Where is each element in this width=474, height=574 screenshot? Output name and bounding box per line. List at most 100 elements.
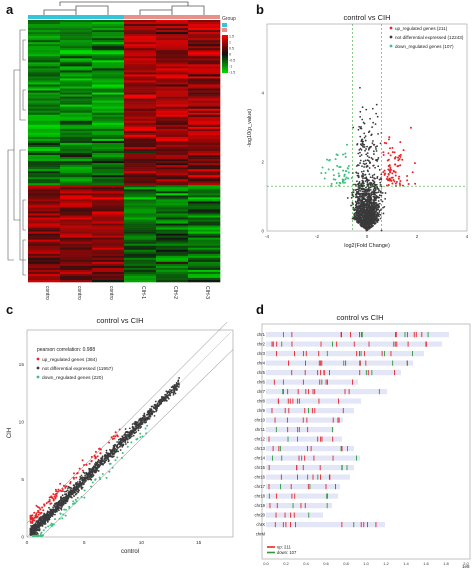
- heatmap-cell: [60, 271, 93, 275]
- down-gene-mark: [360, 351, 362, 357]
- heatmap-cell: [28, 151, 61, 154]
- point-not-differential: [116, 445, 119, 448]
- point-not-differential: [376, 175, 379, 178]
- point-not-differential: [52, 508, 55, 511]
- legend-label: down_regulated genes (220): [42, 375, 103, 381]
- heatmap-cell: [124, 114, 157, 118]
- heatmap-cell: [92, 277, 125, 281]
- heatmap-cell: [124, 122, 157, 126]
- heatmap-cell: [156, 58, 189, 61]
- point-not-differential: [76, 484, 78, 487]
- point-not-differential: [57, 504, 60, 507]
- point-not-differential: [70, 495, 73, 498]
- heatmap-cell: [60, 112, 93, 116]
- point-not-differential: [372, 121, 375, 124]
- point-not-differential: [352, 206, 355, 209]
- heatmap-cell: [188, 211, 221, 214]
- heatmap-cell: [28, 155, 61, 158]
- chromosome-distribution: control vs CIH chr1chr2chr3chr4chr5chr6c…: [255, 313, 471, 569]
- heatmap-cell: [28, 273, 61, 277]
- heatmap-cell: [188, 70, 221, 73]
- point-not-differential: [133, 423, 136, 426]
- heatmap-cell: [60, 275, 93, 279]
- point-not-differential: [366, 152, 369, 155]
- chromosome-bar: [266, 417, 343, 423]
- heatmap-cell: [92, 98, 125, 101]
- point-not-differential: [371, 176, 374, 179]
- point-not-differential: [39, 517, 42, 520]
- heatmap-cell: [156, 76, 189, 79]
- point-not-differential: [38, 526, 41, 529]
- point-not-differential: [151, 412, 154, 415]
- point-not-differential: [373, 173, 376, 176]
- point-down-regulated: [146, 424, 149, 427]
- heatmap-cell: [188, 78, 221, 81]
- point-not-differential: [372, 150, 375, 153]
- heatmap-cell: [60, 241, 93, 245]
- heatmap-cell: [188, 191, 221, 194]
- point-not-differential: [366, 183, 369, 186]
- heatmap-cell: [92, 223, 125, 226]
- heatmap-cell: [92, 195, 125, 198]
- heatmap-cell: [28, 259, 61, 263]
- point-up-regulated: [399, 184, 402, 187]
- heatmap-cell: [188, 112, 221, 116]
- point-not-differential: [360, 170, 363, 173]
- heatmap-cell: [156, 199, 189, 202]
- point-down-regulated: [332, 168, 335, 171]
- heatmap-cell: [156, 62, 189, 65]
- heatmap-cell: [28, 225, 61, 228]
- up-gene-mark: [276, 503, 278, 509]
- heatmap-cell: [124, 161, 157, 164]
- heatmap-cell: [188, 249, 221, 253]
- heatmap-cell: [156, 64, 189, 67]
- heatmap-cell: [60, 116, 93, 120]
- heatmap-cell: [92, 124, 125, 128]
- point-not-differential: [54, 503, 57, 506]
- heatmap-cell: [188, 64, 221, 67]
- point-up-regulated: [389, 167, 392, 170]
- heatmap-cell: [92, 136, 125, 140]
- heatmap-cell: [60, 114, 93, 118]
- data-points: [320, 86, 417, 232]
- heatmap-cell: [188, 231, 221, 234]
- heatmap-cell: [124, 144, 157, 148]
- heatmap-cell: [188, 185, 221, 188]
- point-not-differential: [362, 170, 365, 173]
- point-down-regulated: [64, 514, 67, 517]
- legend-label: not differential expressed (11957): [42, 366, 113, 372]
- heatmap-cell: [156, 261, 189, 265]
- heatmap-cell: [124, 98, 157, 101]
- heatmap-cell: [28, 159, 61, 162]
- up-gene-mark: [320, 341, 322, 347]
- point-not-differential: [161, 396, 164, 399]
- point-not-differential: [47, 511, 50, 514]
- point-not-differential: [373, 181, 376, 184]
- heatmap-cell: [188, 183, 221, 186]
- point-not-differential: [75, 486, 78, 489]
- point-not-differential: [354, 183, 357, 186]
- point-not-differential: [357, 128, 360, 131]
- heatmap-cell: [156, 146, 189, 150]
- heatmap-cell: [92, 241, 125, 245]
- heatmap-cell: [124, 38, 157, 41]
- heatmap-cell: [28, 211, 61, 214]
- up-gene-mark: [321, 360, 323, 366]
- heatmap-cell: [156, 239, 189, 242]
- heatmap-cell: [60, 167, 93, 170]
- point-down-regulated: [62, 513, 65, 516]
- heatmap-cell: [92, 58, 125, 61]
- point-not-differential: [65, 493, 68, 495]
- point-not-differential: [350, 204, 353, 207]
- up-gene-mark: [395, 332, 397, 338]
- up-gene-mark: [321, 436, 323, 442]
- heatmap-cell: [92, 165, 125, 168]
- heatmap-cell: [60, 277, 93, 281]
- heatmap-cell: [188, 54, 221, 57]
- point-not-differential: [150, 405, 153, 408]
- heatmap-cell: [188, 247, 221, 251]
- heatmap-cell: [188, 38, 221, 41]
- point-not-differential: [128, 427, 131, 430]
- up-gene-mark: [287, 389, 289, 395]
